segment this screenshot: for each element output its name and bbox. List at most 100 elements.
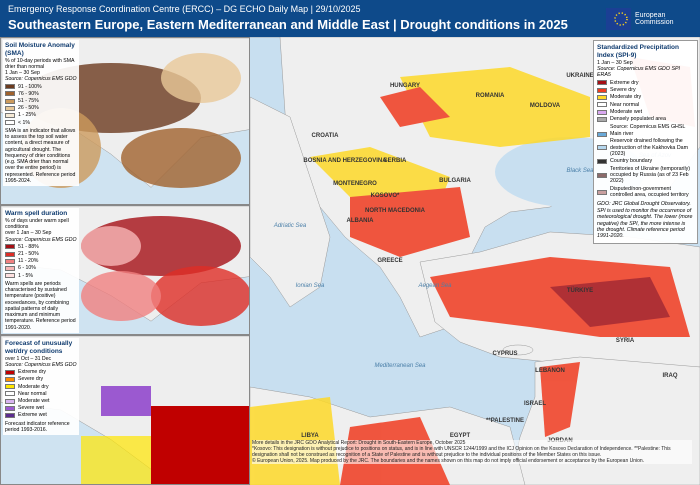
legend-label: Main river	[610, 131, 634, 138]
panel-note: Forecast indicator reference period 1993…	[5, 420, 70, 433]
legend-item: Reservoir drained following the destruct…	[597, 138, 694, 157]
swatch	[5, 376, 15, 382]
header: Emergency Response Coordination Centre (…	[0, 0, 700, 37]
legend-label: < 1%	[18, 119, 30, 126]
swatch	[597, 145, 607, 151]
panel-source: Source: Copernicus EMS GDO	[5, 361, 77, 368]
panel-desc: % of days under warm spell conditions	[5, 217, 69, 231]
swatch	[597, 159, 607, 165]
legend-item: 91 - 100%	[5, 84, 77, 90]
legend-item: Moderate dry	[5, 384, 77, 390]
footer-disclaimer: *Kosovo: This designation is without pre…	[252, 446, 671, 458]
legend-item: Near normal	[597, 102, 694, 108]
legend-label: 21 - 50%	[18, 250, 39, 257]
legend-item: Extreme dry	[597, 80, 694, 86]
legend-label: 76 - 90%	[18, 90, 39, 97]
panel-text: Soil Moisture Anomaly (SMA)% of 10-day p…	[3, 40, 79, 187]
panel-note: SMA is an indicator that allows to asses…	[5, 127, 76, 184]
legend-label: 51 - 88%	[18, 243, 39, 250]
country-label: LIBYA	[301, 433, 319, 439]
legend-label: Moderate wet	[610, 109, 643, 115]
swatch	[5, 251, 15, 257]
legend-label: Severe dry	[18, 376, 44, 383]
country-label: CYPRUS	[492, 351, 517, 357]
country-label: CROATIA	[312, 133, 340, 139]
warm-panel: Warm spell duration% of days under warm …	[0, 205, 250, 335]
country-label: ALBANIA	[347, 218, 375, 224]
legend-item: 76 - 90%	[5, 91, 77, 97]
country-label: MONTENEGRO	[333, 181, 377, 187]
swatch	[5, 273, 15, 279]
legend-label: 51 - 75%	[18, 98, 39, 104]
legend-label: Moderate wet	[18, 398, 50, 404]
panel-desc: % of 10-day periods with SMA drier than …	[5, 57, 75, 70]
panel-title: Soil Moisture Anomaly (SMA)	[5, 42, 75, 57]
legend-item: Extreme dry	[5, 369, 77, 375]
swatch	[597, 131, 607, 137]
mini-area	[121, 128, 241, 188]
legend-label: Source: Copernicus EMS GHSL	[610, 123, 686, 130]
legend-label: Disputed/non-government controlled area,…	[610, 185, 689, 199]
country-label: MOLDOVA	[530, 103, 561, 109]
country-label: IRAQ	[663, 373, 678, 379]
country-label: ISRAEL	[524, 401, 546, 407]
legend-source: Source: Copernicus EMS GDO SPI ERA5	[597, 65, 681, 79]
legend-label: 91 - 100%	[18, 83, 42, 90]
country-label: BOSNIA AND HERZEGOVINA	[303, 158, 387, 164]
legend-period: 1 Jan – 30 Sep	[597, 59, 633, 66]
swatch	[5, 84, 15, 90]
swatch	[5, 120, 15, 126]
legend-item: Country boundary	[597, 158, 694, 164]
mini-area	[81, 436, 151, 484]
mini-area	[161, 53, 241, 103]
country-label: UKRAINE	[566, 73, 593, 79]
legend-items: Extreme dry Severe dry Moderate dry Near no…	[597, 80, 694, 116]
panel-note: Warm spells are periods characterised by…	[5, 280, 76, 331]
legend-item: Severe dry	[597, 87, 694, 93]
swatch	[5, 244, 15, 250]
legend-item: Densely populated area	[597, 116, 694, 122]
country-label: ROMANIA	[476, 93, 505, 99]
panel-text: Warm spell duration% of days under warm …	[3, 208, 79, 333]
legend-label: Country boundary	[610, 158, 653, 165]
legend-label: Near normal	[610, 101, 640, 108]
country-label: LEBANON	[535, 368, 565, 374]
swatch	[5, 413, 15, 419]
country-label: EGYPT	[450, 433, 471, 439]
country-label: BULGARIA	[439, 178, 471, 184]
legend-item: 1 - 25%	[5, 112, 77, 118]
legend-item: 11 - 20%	[5, 258, 77, 264]
swatch	[597, 102, 607, 108]
legend-label: 1 - 25%	[18, 112, 36, 119]
swatch	[5, 391, 15, 397]
footer-copyright: © European Union, 2025. Map produced by …	[252, 458, 645, 464]
country-label: KOSOVO*	[371, 193, 400, 199]
country-label: SERBIA	[384, 158, 407, 164]
legend-item: 26 - 50%	[5, 105, 77, 111]
swatch	[5, 369, 15, 375]
legend-label: Near normal	[18, 390, 47, 397]
legend-label: Moderate dry	[18, 383, 49, 390]
legend-label: Territories of Ukraine (temporarily) occ…	[610, 165, 691, 185]
legend-item: Severe dry	[5, 376, 77, 382]
header-title: Southeastern Europe, Eastern Mediterrane…	[8, 17, 568, 32]
logo-text: European Commission	[635, 11, 674, 26]
footer-report: More details in the JRC GDO Analytical R…	[252, 440, 466, 446]
legend-item: 6 - 10%	[5, 265, 77, 271]
legend-item: Near normal	[5, 391, 77, 397]
legend-item: Moderate dry	[597, 94, 694, 100]
country-label: **PALESTINE	[486, 418, 524, 424]
legend-note: GDO: JRC Global Drought Observatory. SPI…	[597, 201, 693, 240]
logo-flag	[606, 7, 631, 30]
legend-label: Moderate dry	[610, 94, 642, 101]
country-label: SYRIA	[616, 338, 635, 344]
legend-label: Extreme dry	[18, 369, 46, 376]
country-label: NORTH MACEDONIA	[365, 208, 426, 214]
legend-item: < 1%	[5, 120, 77, 126]
footer: More details in the JRC GDO Analytical R…	[252, 440, 692, 464]
mini-area	[151, 406, 249, 484]
legend-item: 51 - 75%	[5, 98, 77, 104]
legend-label: 26 - 50%	[18, 105, 39, 112]
legend-label: 1 - 5%	[18, 272, 33, 279]
